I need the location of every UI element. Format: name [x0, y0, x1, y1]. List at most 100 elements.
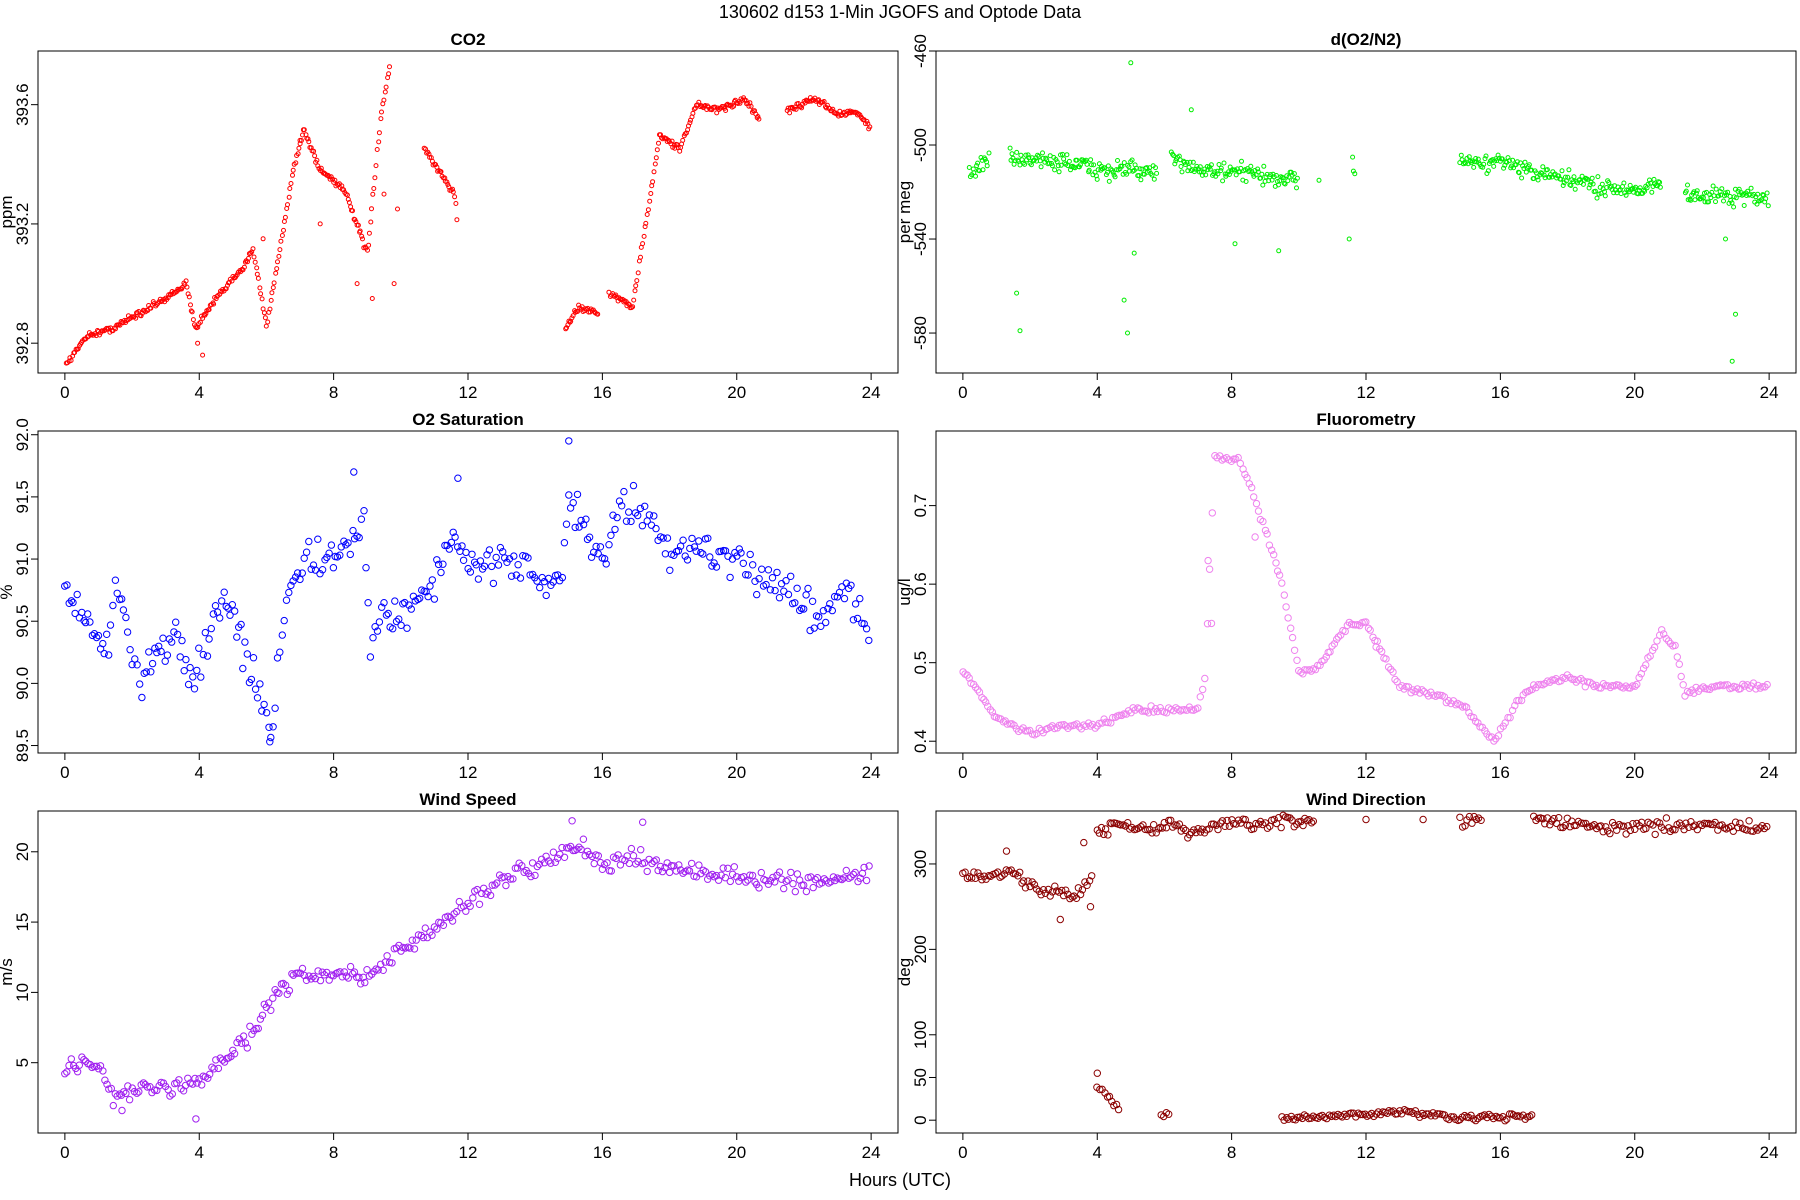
data-point — [998, 872, 1006, 880]
data-point — [520, 868, 528, 876]
data-point — [634, 278, 640, 284]
data-point — [327, 541, 336, 549]
data-point — [361, 978, 369, 987]
data-point — [340, 968, 349, 976]
data-point — [581, 852, 589, 860]
data-point — [547, 859, 555, 867]
x-tick-label: 24 — [862, 1143, 881, 1162]
data-point — [1023, 152, 1029, 158]
data-point — [1708, 683, 1716, 691]
data-point — [1483, 153, 1489, 159]
data-point — [1384, 663, 1393, 671]
data-point — [1085, 877, 1094, 885]
data-point — [282, 214, 288, 220]
data-point — [1185, 831, 1194, 839]
data-point — [1602, 193, 1608, 199]
data-point — [804, 873, 812, 882]
data-point — [69, 598, 77, 607]
data-point — [346, 962, 355, 971]
data-point — [401, 598, 409, 607]
data-point — [1604, 185, 1610, 190]
data-point — [695, 861, 703, 869]
data-point-outlier — [1125, 330, 1130, 336]
data-point — [1011, 870, 1020, 878]
data-point — [1196, 693, 1205, 701]
data-point — [133, 661, 141, 669]
data-point — [735, 545, 743, 553]
data-point — [1619, 822, 1628, 830]
data-point — [1462, 160, 1468, 166]
data-point — [1515, 696, 1523, 705]
data-point — [122, 1089, 130, 1098]
data-point — [1316, 661, 1324, 669]
y-tick-label: 200 — [911, 935, 930, 963]
data-point — [1287, 624, 1295, 632]
data-point — [1051, 882, 1059, 890]
plot-frame — [935, 430, 1797, 754]
data-point — [755, 114, 761, 119]
data-point — [1150, 821, 1158, 829]
data-point — [787, 868, 795, 877]
data-point — [450, 186, 455, 192]
data-point — [800, 605, 808, 613]
data-point — [366, 230, 372, 236]
data-point — [1468, 819, 1476, 827]
data-point — [119, 606, 128, 614]
data-point — [1757, 198, 1763, 204]
data-point — [421, 924, 429, 932]
data-point — [731, 103, 737, 109]
data-point — [501, 554, 509, 562]
data-point — [1227, 457, 1236, 465]
data-point — [323, 553, 331, 562]
data-point — [482, 890, 490, 898]
data-point — [151, 644, 159, 652]
data-point — [590, 859, 598, 868]
data-point — [269, 723, 277, 731]
data-point — [533, 577, 541, 585]
y-tick-label: 100 — [911, 1021, 930, 1049]
data-point — [437, 568, 445, 577]
data-point — [123, 628, 132, 636]
x-tick-label: 16 — [593, 1143, 612, 1162]
data-point — [141, 1080, 150, 1089]
data-point — [1577, 177, 1583, 183]
data-point — [652, 161, 658, 167]
data-point — [647, 198, 653, 204]
data-point — [614, 851, 622, 859]
x-tick-label: 24 — [1760, 383, 1779, 402]
data-point — [357, 515, 366, 523]
data-point — [582, 515, 590, 523]
data-point — [336, 551, 344, 559]
data-point — [1052, 167, 1058, 173]
x-tick-label: 0 — [958, 383, 967, 402]
data-point — [353, 532, 361, 540]
data-point — [1350, 154, 1356, 160]
data-point — [1714, 826, 1722, 834]
data-point — [654, 866, 662, 875]
data-point-outlier — [118, 1106, 126, 1115]
data-point — [1172, 161, 1178, 167]
data-point — [342, 541, 350, 549]
data-point — [633, 283, 639, 289]
data-point — [613, 292, 619, 298]
y-tick-label: 393.6 — [13, 83, 32, 126]
x-tick-label: 12 — [1357, 763, 1376, 782]
x-tick-label: 0 — [958, 1143, 967, 1162]
data-point — [737, 549, 745, 557]
panel-title: Wind Direction — [1306, 790, 1426, 809]
data-point — [533, 862, 541, 871]
data-point — [103, 630, 111, 638]
data-point — [139, 1079, 148, 1087]
y-tick-label: 0 — [911, 1115, 930, 1124]
data-point — [295, 151, 301, 157]
data-point — [203, 652, 212, 660]
data-point — [1021, 884, 1030, 892]
data-point — [378, 603, 386, 611]
y-tick-label: 0.6 — [911, 572, 930, 596]
data-point — [629, 852, 638, 860]
data-point — [246, 1022, 254, 1031]
data-point — [378, 116, 384, 122]
x-tick-label: 24 — [862, 383, 881, 402]
data-point — [386, 71, 392, 77]
data-point — [278, 238, 284, 244]
